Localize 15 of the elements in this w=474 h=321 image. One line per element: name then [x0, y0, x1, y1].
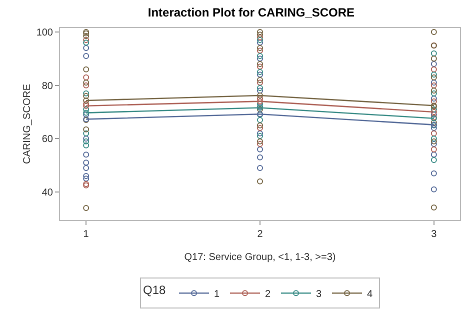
x-tick-label: 2: [257, 229, 264, 240]
legend-label: 2: [265, 289, 272, 300]
chart-title: Interaction Plot for CARING_SCORE: [148, 5, 355, 20]
legend-label: 3: [316, 289, 322, 300]
y-tick-label: 80: [42, 80, 54, 92]
legend-label: 4: [367, 289, 374, 300]
y-tick-label: 60: [42, 134, 54, 146]
y-axis-title: CARING_SCORE: [22, 84, 33, 164]
x-tick-label: 1: [83, 229, 90, 240]
legend-label: 1: [214, 289, 220, 300]
x-tick-label: 3: [431, 229, 438, 240]
y-tick-label: 40: [42, 188, 54, 198]
legend-title: Q18: [143, 283, 166, 298]
y-tick-label: 100: [36, 28, 54, 38]
x-axis-title: Q17: Service Group, <1, 1-3, >=3): [184, 252, 336, 263]
